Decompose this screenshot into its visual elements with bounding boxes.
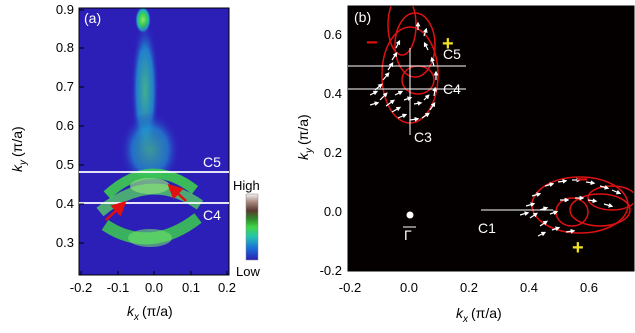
cut-label-c5-b: C5	[443, 46, 461, 62]
panel-a-ylabel: ky(π/a)	[9, 126, 29, 172]
gamma-label: Γ	[404, 227, 412, 243]
tick-a-y-0.5: 0.5	[56, 157, 74, 172]
tick-b-x-0.0: 0.0	[400, 280, 418, 295]
tick-a-y-0.8: 0.8	[56, 40, 74, 55]
panel-a-x-ticks: -0.2 -0.1 0.0 0.1 0.2	[70, 271, 236, 295]
gamma-point	[406, 211, 414, 219]
plus-sign-right: +	[572, 237, 584, 259]
tick-a-x-m0.1: -0.1	[107, 280, 129, 295]
panel-b-vector-field	[369, 6, 634, 237]
red-arrow-left	[105, 200, 127, 221]
minus-sign-right: −	[576, 169, 588, 191]
tick-b-x-m0.2: -0.2	[339, 280, 361, 295]
colorbar-low-label: Low	[236, 264, 260, 279]
tick-a-x-0.0: 0.0	[145, 280, 163, 295]
tick-b-x-0.4: 0.4	[520, 280, 538, 295]
tick-a-y-0.4: 0.4	[56, 196, 74, 211]
cut-label-c1-b: C1	[478, 220, 496, 236]
tick-a-x-m0.2: -0.2	[70, 280, 92, 295]
panel-b: C5 C4 C3 C1 Γ − + − + (b) 0.6 0.4 0.2 0.…	[295, 5, 635, 325]
colorbar-high-label: High	[233, 178, 260, 193]
cut-label-c4-b: C4	[443, 81, 461, 97]
panel-b-x-ticks: -0.2 0.0 0.2 0.4 0.6	[339, 267, 598, 295]
tick-b-x-0.6: 0.6	[580, 280, 598, 295]
cut-label-c3-b: C3	[414, 129, 432, 145]
tick-b-y-0.2: 0.2	[324, 145, 342, 160]
tick-b-y-m0.2: -0.2	[320, 263, 342, 278]
panel-a-label: (a)	[84, 10, 101, 26]
cut-label-c4-a: C4	[203, 207, 221, 223]
minus-sign-top: −	[366, 32, 378, 54]
panel-b-ylabel: ky(π/a)	[295, 114, 315, 160]
tick-b-y-0.6: 0.6	[324, 27, 342, 42]
tick-a-x-0.2: 0.2	[218, 280, 236, 295]
panel-b-label: (b)	[354, 9, 371, 25]
tick-b-x-0.2: 0.2	[460, 280, 478, 295]
tick-b-y-0.4: 0.4	[324, 86, 342, 101]
colorbar-gradient	[245, 193, 259, 261]
panel-b-y-ticks: 0.6 0.4 0.2 0.0 -0.2	[320, 27, 353, 278]
tick-b-y-0.0: 0.0	[324, 204, 342, 219]
tick-a-y-0.6: 0.6	[56, 118, 74, 133]
tick-a-y-0.9: 0.9	[56, 2, 74, 17]
tick-a-x-0.1: 0.1	[182, 280, 200, 295]
panel-a: C5 C4 (a) 0.9 0.8 0.7 0.6 0.5 0.4 0.3 -0…	[9, 2, 236, 323]
panel-b-xlabel: kx (π/a)	[456, 305, 502, 325]
plus-sign-top: +	[442, 33, 454, 55]
tick-a-y-0.7: 0.7	[56, 79, 74, 94]
panel-a-xlabel: kx (π/a)	[127, 303, 173, 323]
red-arrow-right	[167, 183, 187, 202]
panel-a-y-ticks: 0.9 0.8 0.7 0.6 0.5 0.4 0.3	[56, 2, 84, 250]
cut-label-c5-a: C5	[203, 154, 221, 170]
panel-a-heatmap	[96, 8, 204, 247]
colorbar: High Low	[233, 178, 260, 279]
tick-a-y-0.3: 0.3	[56, 235, 74, 250]
